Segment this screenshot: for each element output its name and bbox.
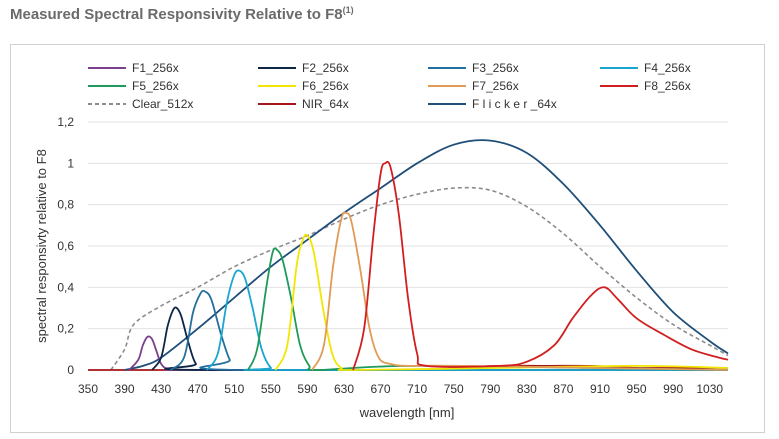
- x-tick-label: 1030: [696, 382, 723, 396]
- legend: F1_256x F2_256x F3_256x F4_256x F5_256x F6_25…: [88, 61, 691, 111]
- y-tick-label: 1,2: [57, 115, 74, 129]
- y-tick-label: 0,4: [57, 280, 74, 294]
- x-tick-label: 670: [371, 382, 391, 396]
- x-tick-label: 630: [334, 382, 354, 396]
- series-line-f8-256x: [352, 160, 729, 371]
- x-tick-label: 350: [78, 382, 98, 396]
- legend-label-f5-256x: F5_256x: [132, 79, 179, 93]
- legend-label-flicker-64x: F l i c k e r _64x: [472, 97, 557, 111]
- x-tick-label: 790: [480, 382, 500, 396]
- x-tick-label: 990: [663, 382, 683, 396]
- grid-lines: [88, 121, 728, 371]
- legend-label-f2-256x: F2_256x: [302, 61, 349, 75]
- page-title: Measured Spectral Responsivity Relative …: [10, 5, 354, 23]
- x-axis-label: wavelength [nm]: [359, 405, 455, 420]
- x-tick-label: 390: [115, 382, 135, 396]
- series-lines: [87, 139, 729, 371]
- y-axis-label: spectral responsivty relative to F8: [34, 149, 49, 343]
- title-footnote: (1): [342, 5, 354, 15]
- y-tick-labels: 0 0,2 0,4 0,6 0,8 1 1,2: [57, 115, 74, 377]
- x-tick-label: 750: [444, 382, 464, 396]
- x-tick-labels: 350 390 430 470 510 550 590 630 670 710 750 790 830 8…: [78, 382, 723, 396]
- y-tick-label: 1: [67, 156, 74, 170]
- chart-frame: [10, 44, 765, 433]
- legend-label-f1-256x: F1_256x: [132, 61, 179, 75]
- legend-label-clear-512x: Clear_512x: [132, 97, 193, 111]
- y-tick-label: 0,6: [57, 239, 74, 253]
- x-tick-label: 710: [407, 382, 427, 396]
- series-line-clear-512x: [110, 186, 729, 371]
- x-tick-label: 870: [553, 382, 573, 396]
- legend-label-f4-256x: F4_256x: [644, 61, 691, 75]
- legend-label-f3-256x: F3_256x: [472, 61, 519, 75]
- x-tick-label: 950: [627, 382, 647, 396]
- legend-label-f6-256x: F6_256x: [302, 79, 349, 93]
- x-tick-label: 550: [261, 382, 281, 396]
- y-tick-label: 0: [67, 363, 74, 377]
- series-line-flicker-64x: [124, 139, 729, 371]
- legend-label-nir-64x: NIR_64x: [302, 97, 349, 111]
- title-text: Measured Spectral Responsivity Relative …: [10, 6, 343, 23]
- x-tick-label: 590: [297, 382, 317, 396]
- legend-label-f8-256x: F8_256x: [644, 79, 691, 93]
- x-tick-label: 470: [188, 382, 208, 396]
- series-line-f7-256x: [311, 211, 729, 371]
- y-tick-label: 0,2: [57, 322, 74, 336]
- series-line-f6-256x: [274, 233, 729, 371]
- series-line-f5-256x: [247, 247, 729, 371]
- x-tick-label: 510: [224, 382, 244, 396]
- series-line-f2-256x: [151, 306, 728, 371]
- x-tick-label: 830: [517, 382, 537, 396]
- x-tick-label: 910: [590, 382, 610, 396]
- x-tick-label: 430: [151, 382, 171, 396]
- legend-label-f7-256x: F7_256x: [472, 79, 519, 93]
- y-tick-label: 0,8: [57, 198, 74, 212]
